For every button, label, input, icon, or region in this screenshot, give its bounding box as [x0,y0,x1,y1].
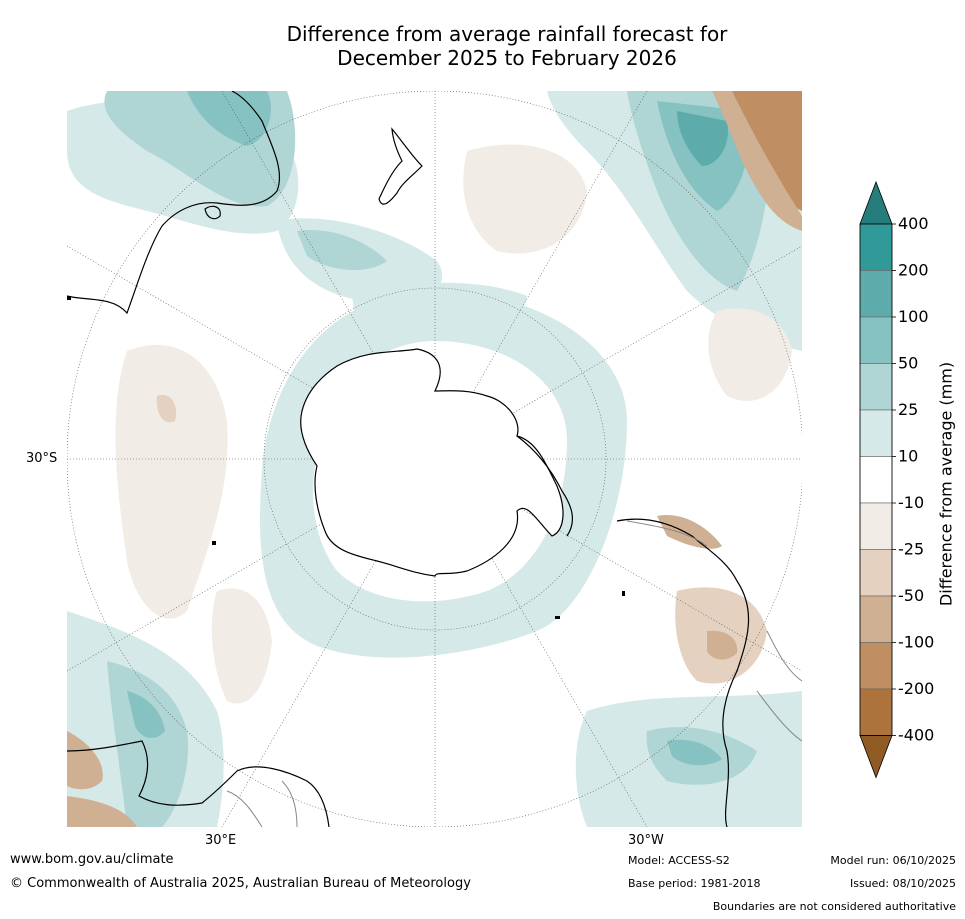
colorbar-band [859,688,893,736]
colorbar-tick-label: -400 [898,726,934,745]
dry-area-patagonia [657,515,722,549]
south-america-coastline [616,518,750,827]
colorbar-band [859,316,893,364]
wet-area-southern-africa-2 [107,661,188,827]
colorbar-band [859,549,893,597]
colorbar-band [859,642,893,690]
colorbar-bottom-arrow [859,735,893,779]
dry-area-indian-ocean [115,344,228,619]
antarctica-landmass [300,348,564,577]
colorbar-graphic: 400 200 100 50 25 10 -10 -25 -50 -100 -200 -400 [859,180,934,779]
colorbar-tick-label: 100 [898,307,929,326]
longitude-label-30w: 30°W [628,833,664,848]
dry-area-pacific-edge [712,91,802,231]
south-america-border [626,520,802,742]
colorbar-tick-label: -10 [898,493,924,512]
footer-base-period: Base period: 1981-2018 [628,877,761,890]
dry-area-southern-africa [67,731,137,827]
colorbar-title: Difference from average (mm) [936,361,956,607]
colorbar-tick-label: -25 [898,540,924,559]
map-title-line-1: Difference from average rainfall forecas… [286,22,728,46]
footer-copyright: © Commonwealth of Australia 2025, Austra… [10,876,471,891]
colorbar-tick-label: -50 [898,586,924,605]
colorbar-band [859,223,893,271]
colorbar-tick-label: 50 [898,354,918,373]
dry-area-south-america-2 [707,630,738,660]
africa-border [226,780,298,827]
colorbar-band [859,409,893,457]
colorbar-band [859,595,893,643]
latitude-label-30s: 30°S [26,451,58,466]
footer-issued: Issued: 08/10/2025 [849,877,956,890]
footer-model: Model: ACCESS-S2 [628,854,730,867]
colorbar-tick-label: 25 [898,400,918,419]
colorbar-band [859,502,893,550]
dry-area-south-pacific-2 [708,308,792,401]
antarctic-peninsula [516,435,574,537]
map-canvas [67,91,802,827]
wet-area-pacific-4 [677,111,728,166]
dry-area-south-pacific [463,144,587,254]
colorbar-tick-label: -100 [898,633,934,652]
dry-area-south-atlantic [211,588,272,704]
dry-area-indian-ocean-2 [156,395,177,423]
colorbar-band [859,270,893,318]
footer-disclaimer: Boundaries are not considered authoritat… [712,900,956,913]
footer-website[interactable]: www.bom.gov.au/climate [10,852,174,867]
colorbar-band [859,363,893,411]
footer-model-run: Model run: 06/10/2025 [830,854,956,867]
colorbar-tick-label: 200 [898,261,929,280]
africa-coastline [67,740,330,827]
map-title-line-2: December 2025 to February 2026 [337,46,677,70]
rainfall-map[interactable] [67,91,802,827]
circumpolar-wet-ring [260,291,627,658]
australia-coastline [67,91,281,315]
wet-area-southern-africa-3 [127,691,165,738]
colorbar-top-arrow [859,180,893,225]
wet-area-south-america-3 [667,739,722,766]
colorbar-tick-label: 400 [898,214,929,233]
colorbar-tick-label: -200 [898,679,934,698]
new-zealand-coastline [378,127,423,205]
longitude-label-30e: 30°E [205,833,237,848]
tasmania-coastline [204,205,221,220]
colorbar-band [859,456,893,504]
colorbar-tick-label: 10 [898,447,918,466]
map-title: Difference from average rainfall forecas… [0,22,965,70]
colorbar: 400 200 100 50 25 10 -10 -25 -50 -100 -200 -400 [846,180,956,790]
